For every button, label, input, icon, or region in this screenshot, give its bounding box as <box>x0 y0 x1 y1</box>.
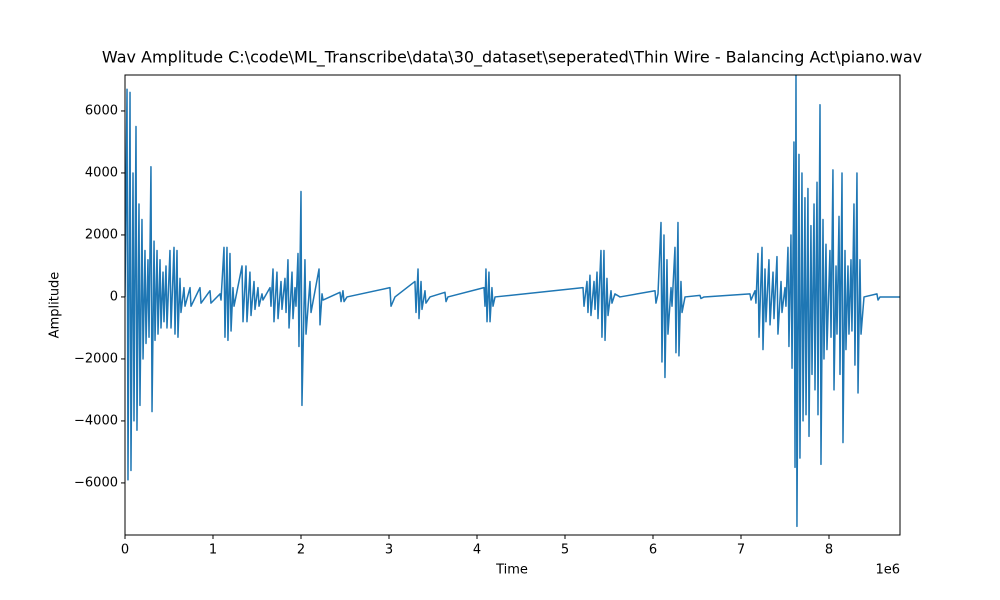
plot-frame <box>124 74 901 536</box>
x-offset-label: 1e6 <box>875 563 900 578</box>
chart-title: Wav Amplitude C:\code\ML_Transcribe\data… <box>102 48 922 68</box>
y-tick-label: −4000 <box>74 413 118 428</box>
x-tick-label: 2 <box>297 543 305 558</box>
x-tick-label: 3 <box>385 543 393 558</box>
x-tick-label: 1 <box>209 543 217 558</box>
x-tick-label: 4 <box>473 543 481 558</box>
x-tick-label: 0 <box>121 543 129 558</box>
waveform <box>125 75 900 528</box>
y-tick-label: −2000 <box>74 351 118 366</box>
x-tick-label: 6 <box>649 543 657 558</box>
x-tick-label: 7 <box>737 543 745 558</box>
y-axis-label: Amplitude <box>48 272 63 339</box>
y-tick-label: 4000 <box>85 165 118 180</box>
x-tick-label: 5 <box>561 543 569 558</box>
x-tick-label: 8 <box>825 543 833 558</box>
y-tick-label: 6000 <box>85 103 118 118</box>
y-tick-label: 0 <box>110 289 118 304</box>
x-axis-label: Time <box>495 563 528 578</box>
y-tick-label: 2000 <box>85 227 118 242</box>
y-tick-label: −6000 <box>74 475 118 490</box>
